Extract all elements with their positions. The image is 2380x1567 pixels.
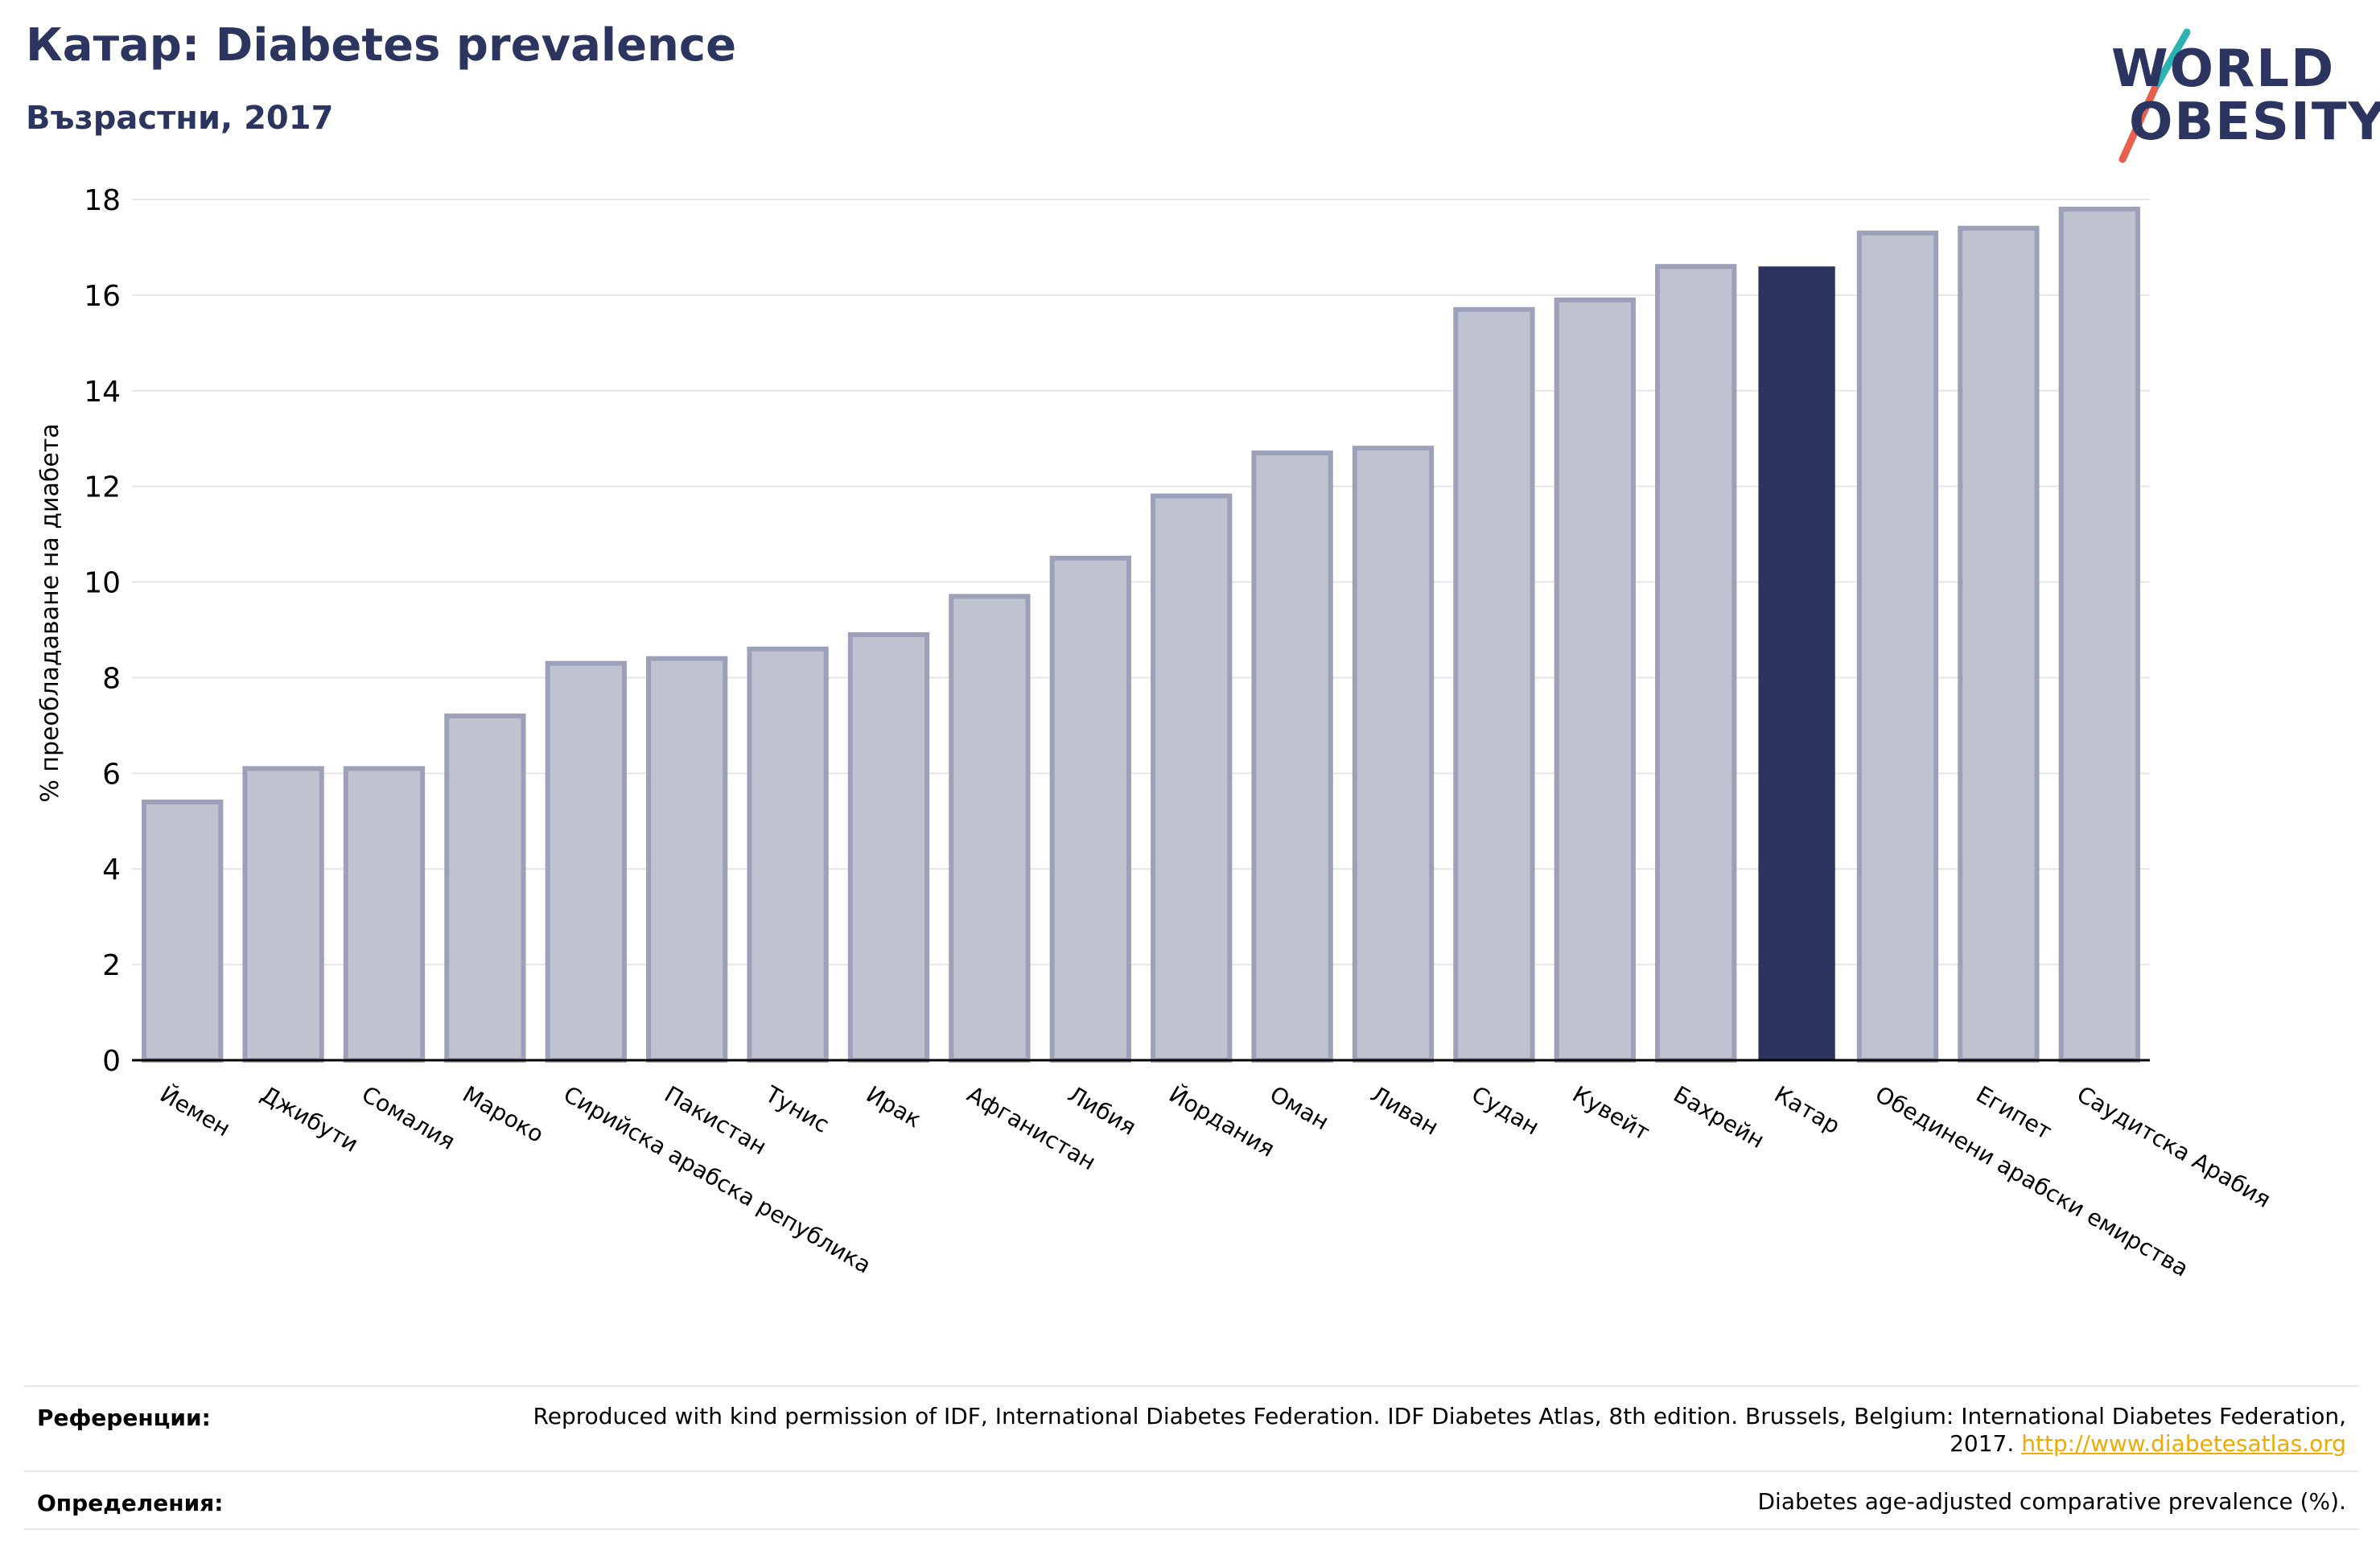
x-tick-label: Мароко — [458, 1080, 548, 1148]
bar[interactable] — [142, 800, 224, 1063]
bar[interactable] — [1049, 555, 1131, 1063]
logo-slash-icon — [2119, 28, 2191, 163]
references-body: Reproduced with kind permission of IDF, … — [533, 1403, 2346, 1457]
bar[interactable] — [1655, 264, 1737, 1063]
logo-text-world: WORLD — [2111, 39, 2336, 99]
y-tick-label: 12 — [84, 471, 121, 504]
x-tick-label: Кувейт — [1568, 1080, 1654, 1145]
y-tick-labels: 0 2 4 6 8 10 12 14 16 18 — [84, 184, 121, 1078]
x-tick-label: Йордания — [1164, 1080, 1279, 1162]
x-tick-label: Тунис — [760, 1080, 834, 1138]
bar[interactable] — [1554, 297, 1636, 1063]
bar[interactable] — [2058, 206, 2140, 1063]
y-tick-label: 2 — [102, 949, 121, 982]
references-label: Референции: — [37, 1405, 211, 1431]
x-tick-label: Бахрейн — [1669, 1080, 1769, 1154]
bar[interactable] — [242, 766, 324, 1063]
bar[interactable] — [949, 594, 1031, 1063]
x-tick-label: Египет — [1971, 1080, 2056, 1145]
definitions-row: Определения: Diabetes age-adjusted compa… — [24, 1470, 2359, 1530]
footer-table: Референции: Reproduced with kind permiss… — [24, 1385, 2359, 1530]
logo-text-obesity: OBESITY — [2129, 93, 2380, 152]
bar[interactable] — [1352, 446, 1435, 1063]
bar[interactable] — [1856, 230, 1939, 1063]
bar[interactable] — [1958, 225, 2040, 1063]
bar[interactable] — [847, 631, 930, 1063]
y-tick-label: 16 — [84, 280, 121, 313]
bar[interactable] — [1151, 493, 1233, 1063]
references-row: Референции: Reproduced with kind permiss… — [24, 1385, 2359, 1470]
x-tick-label: Саудитска Арабия — [2073, 1080, 2275, 1213]
y-tick-label: 18 — [84, 184, 121, 217]
bar[interactable] — [1758, 266, 1835, 1060]
chart-title: Катар: Diabetes prevalence — [26, 19, 737, 72]
bar[interactable] — [747, 646, 829, 1063]
grid-lines — [132, 199, 2150, 1061]
bar[interactable] — [1251, 450, 1333, 1063]
chart-subtitle: Възрастни, 2017 — [26, 100, 334, 137]
references-text: Reproduced with kind permission of IDF, … — [24, 1387, 2359, 1470]
definitions-text: Diabetes age-adjusted comparative preval… — [1757, 1488, 2347, 1515]
x-tick-label: Либия — [1064, 1080, 1141, 1140]
bar[interactable] — [1453, 306, 1535, 1063]
x-tick-label: Сомалия — [357, 1080, 459, 1155]
y-tick-label: 4 — [102, 853, 121, 886]
x-tick-label: Ирак — [862, 1080, 926, 1133]
x-tick-label: Катар — [1770, 1080, 1845, 1139]
references-link[interactable]: http://www.diabetesatlas.org — [2021, 1430, 2346, 1457]
x-tick-label: Йемен — [155, 1080, 235, 1142]
bar[interactable] — [646, 656, 728, 1063]
y-tick-label: 14 — [84, 376, 121, 409]
definitions-label: Определения: — [37, 1490, 224, 1516]
y-axis-label: % преобладаване на диабета — [36, 423, 64, 802]
x-tick-label: Судан — [1467, 1080, 1543, 1140]
y-tick-label: 10 — [84, 567, 121, 600]
x-tick-label: Ливан — [1366, 1080, 1443, 1140]
bar[interactable] — [343, 766, 426, 1063]
bar-chart: 0 2 4 6 8 10 12 14 16 18 Йемен ДжибутиСомалияМарок… — [36, 184, 2275, 1282]
y-tick-label: 8 — [102, 662, 121, 695]
y-tick-label: 0 — [102, 1045, 121, 1078]
y-tick-label: 6 — [102, 758, 121, 791]
world-obesity-logo[interactable]: WORLD OBESITY — [2092, 23, 2380, 167]
bars — [132, 206, 2150, 1063]
bar[interactable] — [545, 660, 627, 1063]
bar[interactable] — [444, 714, 526, 1063]
x-tick-label: Оман — [1266, 1080, 1334, 1135]
x-tick-label: Джибути — [257, 1080, 363, 1157]
